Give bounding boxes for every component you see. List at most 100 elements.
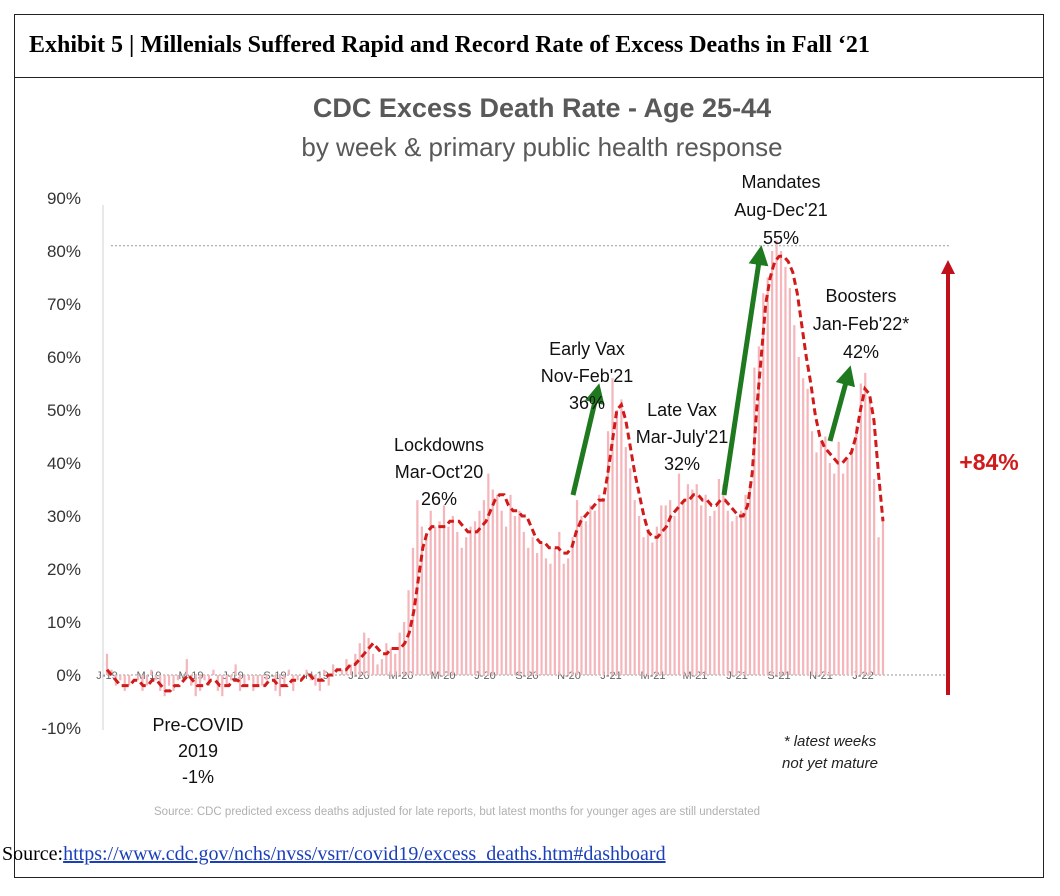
x-tick-label: M-21 bbox=[640, 670, 665, 682]
annotation-pre-line: Pre-COVID bbox=[152, 715, 243, 735]
bar bbox=[243, 675, 246, 686]
bar bbox=[638, 516, 641, 675]
bar bbox=[482, 500, 486, 675]
x-tick-label: N-21 bbox=[809, 670, 833, 682]
bar bbox=[606, 431, 610, 675]
bar bbox=[602, 500, 605, 675]
bar bbox=[420, 526, 423, 675]
footnote-line-2: not yet mature bbox=[782, 755, 878, 772]
bar bbox=[859, 383, 862, 675]
bar bbox=[864, 372, 867, 675]
bar bbox=[677, 473, 681, 675]
bar bbox=[726, 510, 729, 675]
bar bbox=[522, 531, 525, 675]
bar bbox=[558, 531, 561, 675]
y-tick-label: 70% bbox=[47, 295, 81, 314]
bar bbox=[762, 293, 765, 675]
bar bbox=[283, 675, 286, 686]
bar bbox=[744, 494, 747, 675]
bar bbox=[575, 500, 579, 675]
bar bbox=[629, 468, 632, 675]
bar bbox=[846, 457, 849, 675]
bar bbox=[389, 648, 392, 675]
bar bbox=[296, 675, 299, 681]
y-tick-label: 90% bbox=[47, 189, 81, 208]
bar bbox=[105, 653, 109, 675]
bar bbox=[478, 510, 481, 675]
bar bbox=[167, 675, 171, 686]
bar bbox=[487, 473, 490, 675]
bar bbox=[110, 669, 113, 675]
annotation-mandates-line: Aug-Dec'21 bbox=[734, 200, 828, 220]
bar bbox=[806, 388, 809, 675]
bar bbox=[265, 675, 268, 681]
bar bbox=[287, 669, 290, 675]
x-tick-label: M-19 bbox=[136, 670, 161, 682]
bar bbox=[136, 675, 140, 681]
annotation-lockdowns-line: 26% bbox=[421, 489, 457, 509]
early-vax-arrow bbox=[570, 383, 605, 496]
bar bbox=[540, 542, 543, 675]
bar bbox=[589, 505, 592, 675]
boosters-arrow bbox=[827, 365, 856, 442]
bar bbox=[247, 675, 251, 681]
bar bbox=[358, 643, 361, 675]
bar bbox=[465, 537, 468, 675]
bar bbox=[553, 547, 556, 675]
bar bbox=[739, 510, 743, 675]
bar bbox=[779, 251, 783, 675]
bar bbox=[624, 447, 627, 675]
bar bbox=[611, 378, 614, 675]
bar bbox=[810, 431, 814, 675]
bar bbox=[150, 669, 153, 675]
bar bbox=[855, 425, 858, 675]
bar bbox=[536, 553, 539, 675]
annotation-early-line: Nov-Feb'21 bbox=[541, 366, 633, 386]
bar bbox=[531, 537, 534, 675]
y-tick-label: -10% bbox=[41, 719, 81, 738]
source-label: Source: bbox=[2, 843, 64, 865]
source-link[interactable]: https://www.cdc.gov/nchs/nvss/vsrr/covid… bbox=[63, 843, 666, 865]
annotation-lockdowns-line: Lockdowns bbox=[394, 435, 484, 455]
increase-label: +84% bbox=[959, 449, 1018, 475]
bar bbox=[434, 526, 437, 675]
bar bbox=[784, 266, 787, 675]
bar bbox=[252, 675, 255, 691]
bar bbox=[833, 473, 836, 675]
bar bbox=[660, 505, 663, 675]
annotation-boosters-line: 42% bbox=[843, 342, 879, 362]
bar bbox=[802, 378, 805, 675]
bar bbox=[775, 240, 778, 675]
x-tick-label: S-21 bbox=[767, 670, 790, 682]
bar bbox=[686, 484, 689, 675]
bar bbox=[128, 675, 131, 686]
bar bbox=[571, 537, 574, 675]
bar-series bbox=[105, 240, 885, 697]
bar bbox=[527, 547, 530, 675]
bar bbox=[584, 521, 588, 675]
bar bbox=[442, 505, 446, 675]
x-tick-label: M-20 bbox=[388, 670, 413, 682]
bar bbox=[469, 526, 472, 675]
y-axis: 90% 80% 70% 60% 50% 40% 30% 20% 10% 0% -10% bbox=[41, 189, 81, 738]
bar bbox=[620, 399, 623, 675]
bar bbox=[642, 537, 645, 675]
bar bbox=[828, 463, 831, 675]
bar bbox=[722, 484, 725, 675]
bar bbox=[305, 669, 308, 675]
footnote-line-1: * latest weeks bbox=[784, 733, 877, 750]
bar bbox=[234, 664, 237, 675]
bar bbox=[691, 489, 694, 675]
bar bbox=[429, 510, 432, 675]
bar bbox=[261, 675, 264, 686]
bar bbox=[881, 521, 885, 675]
annotation-lockdowns-line: Mar-Oct'20 bbox=[395, 462, 483, 482]
bar bbox=[815, 452, 818, 675]
y-tick-label: 40% bbox=[47, 454, 81, 473]
bar bbox=[598, 494, 601, 675]
bar bbox=[753, 367, 756, 675]
bar bbox=[735, 516, 738, 675]
bar bbox=[340, 669, 344, 675]
bar bbox=[651, 542, 654, 675]
bar bbox=[824, 436, 827, 675]
